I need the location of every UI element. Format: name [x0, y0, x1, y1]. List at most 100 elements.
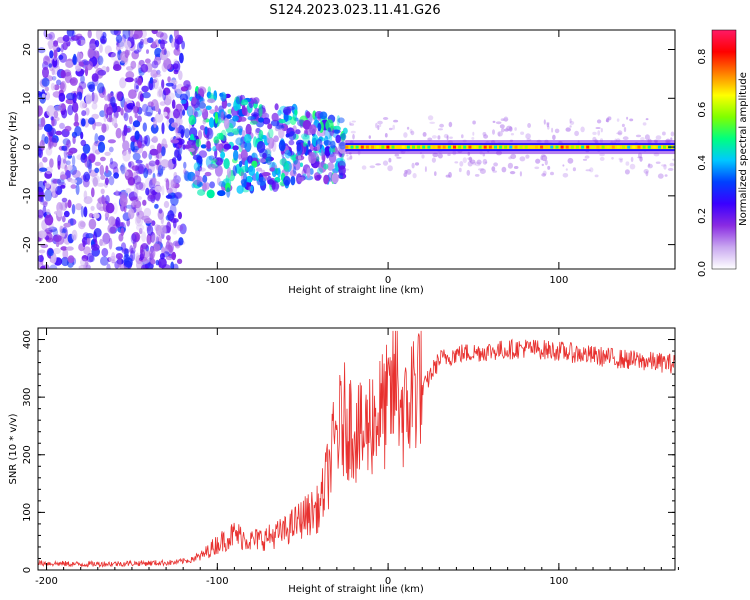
- carrier-haze: [662, 131, 666, 136]
- noise-blob: [100, 156, 106, 162]
- band-blob: [226, 114, 232, 119]
- band-blob: [215, 157, 224, 166]
- noise-blob: [179, 52, 184, 64]
- noise-blob: [53, 234, 62, 242]
- noise-blob: [154, 189, 161, 202]
- noise-blob: [110, 30, 119, 36]
- band-blob: [192, 154, 202, 161]
- noise-blob: [132, 105, 138, 115]
- band-blob: [284, 149, 291, 159]
- noise-blob: [83, 262, 90, 269]
- carrier-segment: [519, 145, 523, 149]
- band-blob: [183, 168, 187, 175]
- carrier-haze: [527, 123, 531, 128]
- band-blob: [256, 141, 266, 153]
- noise-blob: [122, 150, 131, 162]
- carrier-haze: [622, 136, 629, 141]
- noise-blob: [149, 247, 156, 259]
- carrier-haze: [582, 158, 588, 161]
- noise-blob: [82, 240, 86, 248]
- carrier-haze: [616, 132, 622, 135]
- noise-blob: [52, 178, 62, 184]
- carrier-haze: [544, 159, 548, 166]
- band-blob: [278, 127, 285, 139]
- carrier-segment: [642, 145, 646, 149]
- y-tick-label: 100: [22, 503, 33, 522]
- carrier-haze: [409, 128, 413, 134]
- noise-blob: [130, 250, 136, 262]
- noise-blob: [130, 233, 137, 245]
- carrier-segment: [458, 145, 462, 149]
- carrier-segment: [494, 145, 497, 149]
- carrier-haze: [657, 173, 664, 179]
- band-blob: [325, 119, 334, 132]
- band-blob: [287, 163, 297, 172]
- carrier-haze: [439, 123, 444, 128]
- carrier-haze: [349, 123, 355, 126]
- noise-blob: [147, 101, 154, 108]
- carrier-haze: [471, 137, 475, 140]
- carrier-haze: [346, 154, 349, 157]
- noise-blob: [158, 208, 163, 214]
- noise-blob: [94, 40, 100, 48]
- noise-blob: [155, 103, 159, 113]
- carrier-haze: [438, 128, 443, 131]
- noise-blob: [71, 229, 78, 241]
- carrier-haze: [565, 127, 571, 132]
- carrier-haze: [388, 127, 393, 131]
- band-blob: [323, 174, 329, 185]
- noise-blob: [135, 163, 144, 175]
- band-blob: [184, 144, 192, 149]
- noise-blob: [104, 95, 109, 101]
- band-blob: [245, 175, 253, 183]
- noise-blob: [173, 149, 180, 158]
- noise-blob: [109, 226, 117, 234]
- carrier-segment: [622, 145, 626, 149]
- band-blob: [216, 132, 224, 140]
- noise-blob: [161, 166, 166, 171]
- noise-blob: [172, 63, 179, 70]
- noise-blob: [160, 39, 165, 50]
- noise-blob: [136, 224, 145, 231]
- noise-blob: [102, 232, 111, 245]
- band-blob: [205, 155, 213, 168]
- carrier-haze: [542, 170, 547, 176]
- noise-blob: [88, 218, 97, 230]
- band-blob: [261, 172, 271, 177]
- carrier-segment: [381, 145, 385, 149]
- noise-blob: [143, 207, 152, 218]
- noise-blob: [157, 86, 164, 95]
- noise-blob: [91, 187, 95, 198]
- noise-blob: [79, 221, 86, 228]
- carrier-haze: [618, 157, 624, 161]
- noise-blob: [74, 126, 82, 137]
- carrier-segment: [432, 145, 436, 149]
- carrier-haze: [352, 133, 355, 140]
- noise-blob: [128, 161, 132, 168]
- carrier-haze: [592, 131, 597, 135]
- noise-blob: [104, 151, 111, 156]
- band-blob: [266, 153, 272, 166]
- band-blob: [206, 189, 215, 199]
- noise-blob: [48, 31, 55, 41]
- band-blob: [223, 143, 232, 150]
- band-blob: [202, 118, 207, 125]
- carrier-haze: [501, 166, 507, 173]
- colorbar: 0.0 0.2 0.4 0.6 0.8 Normalized spectral ampl…: [697, 29, 749, 277]
- y-tick-label: 300: [22, 388, 33, 407]
- noise-blob: [99, 110, 106, 118]
- carrier-segment: [586, 145, 590, 149]
- noise-blob: [58, 92, 66, 103]
- carrier-haze: [574, 130, 579, 137]
- noise-blob: [171, 122, 178, 128]
- carrier-haze: [580, 126, 585, 133]
- noise-blob: [171, 251, 176, 261]
- noise-blob: [59, 82, 65, 90]
- band-blob: [331, 172, 339, 184]
- noise-blob: [115, 253, 123, 260]
- carrier-segment: [565, 145, 569, 149]
- carrier-haze: [655, 135, 662, 141]
- noise-blob: [51, 56, 60, 69]
- noise-blob: [178, 237, 184, 246]
- noise-blob: [78, 61, 85, 67]
